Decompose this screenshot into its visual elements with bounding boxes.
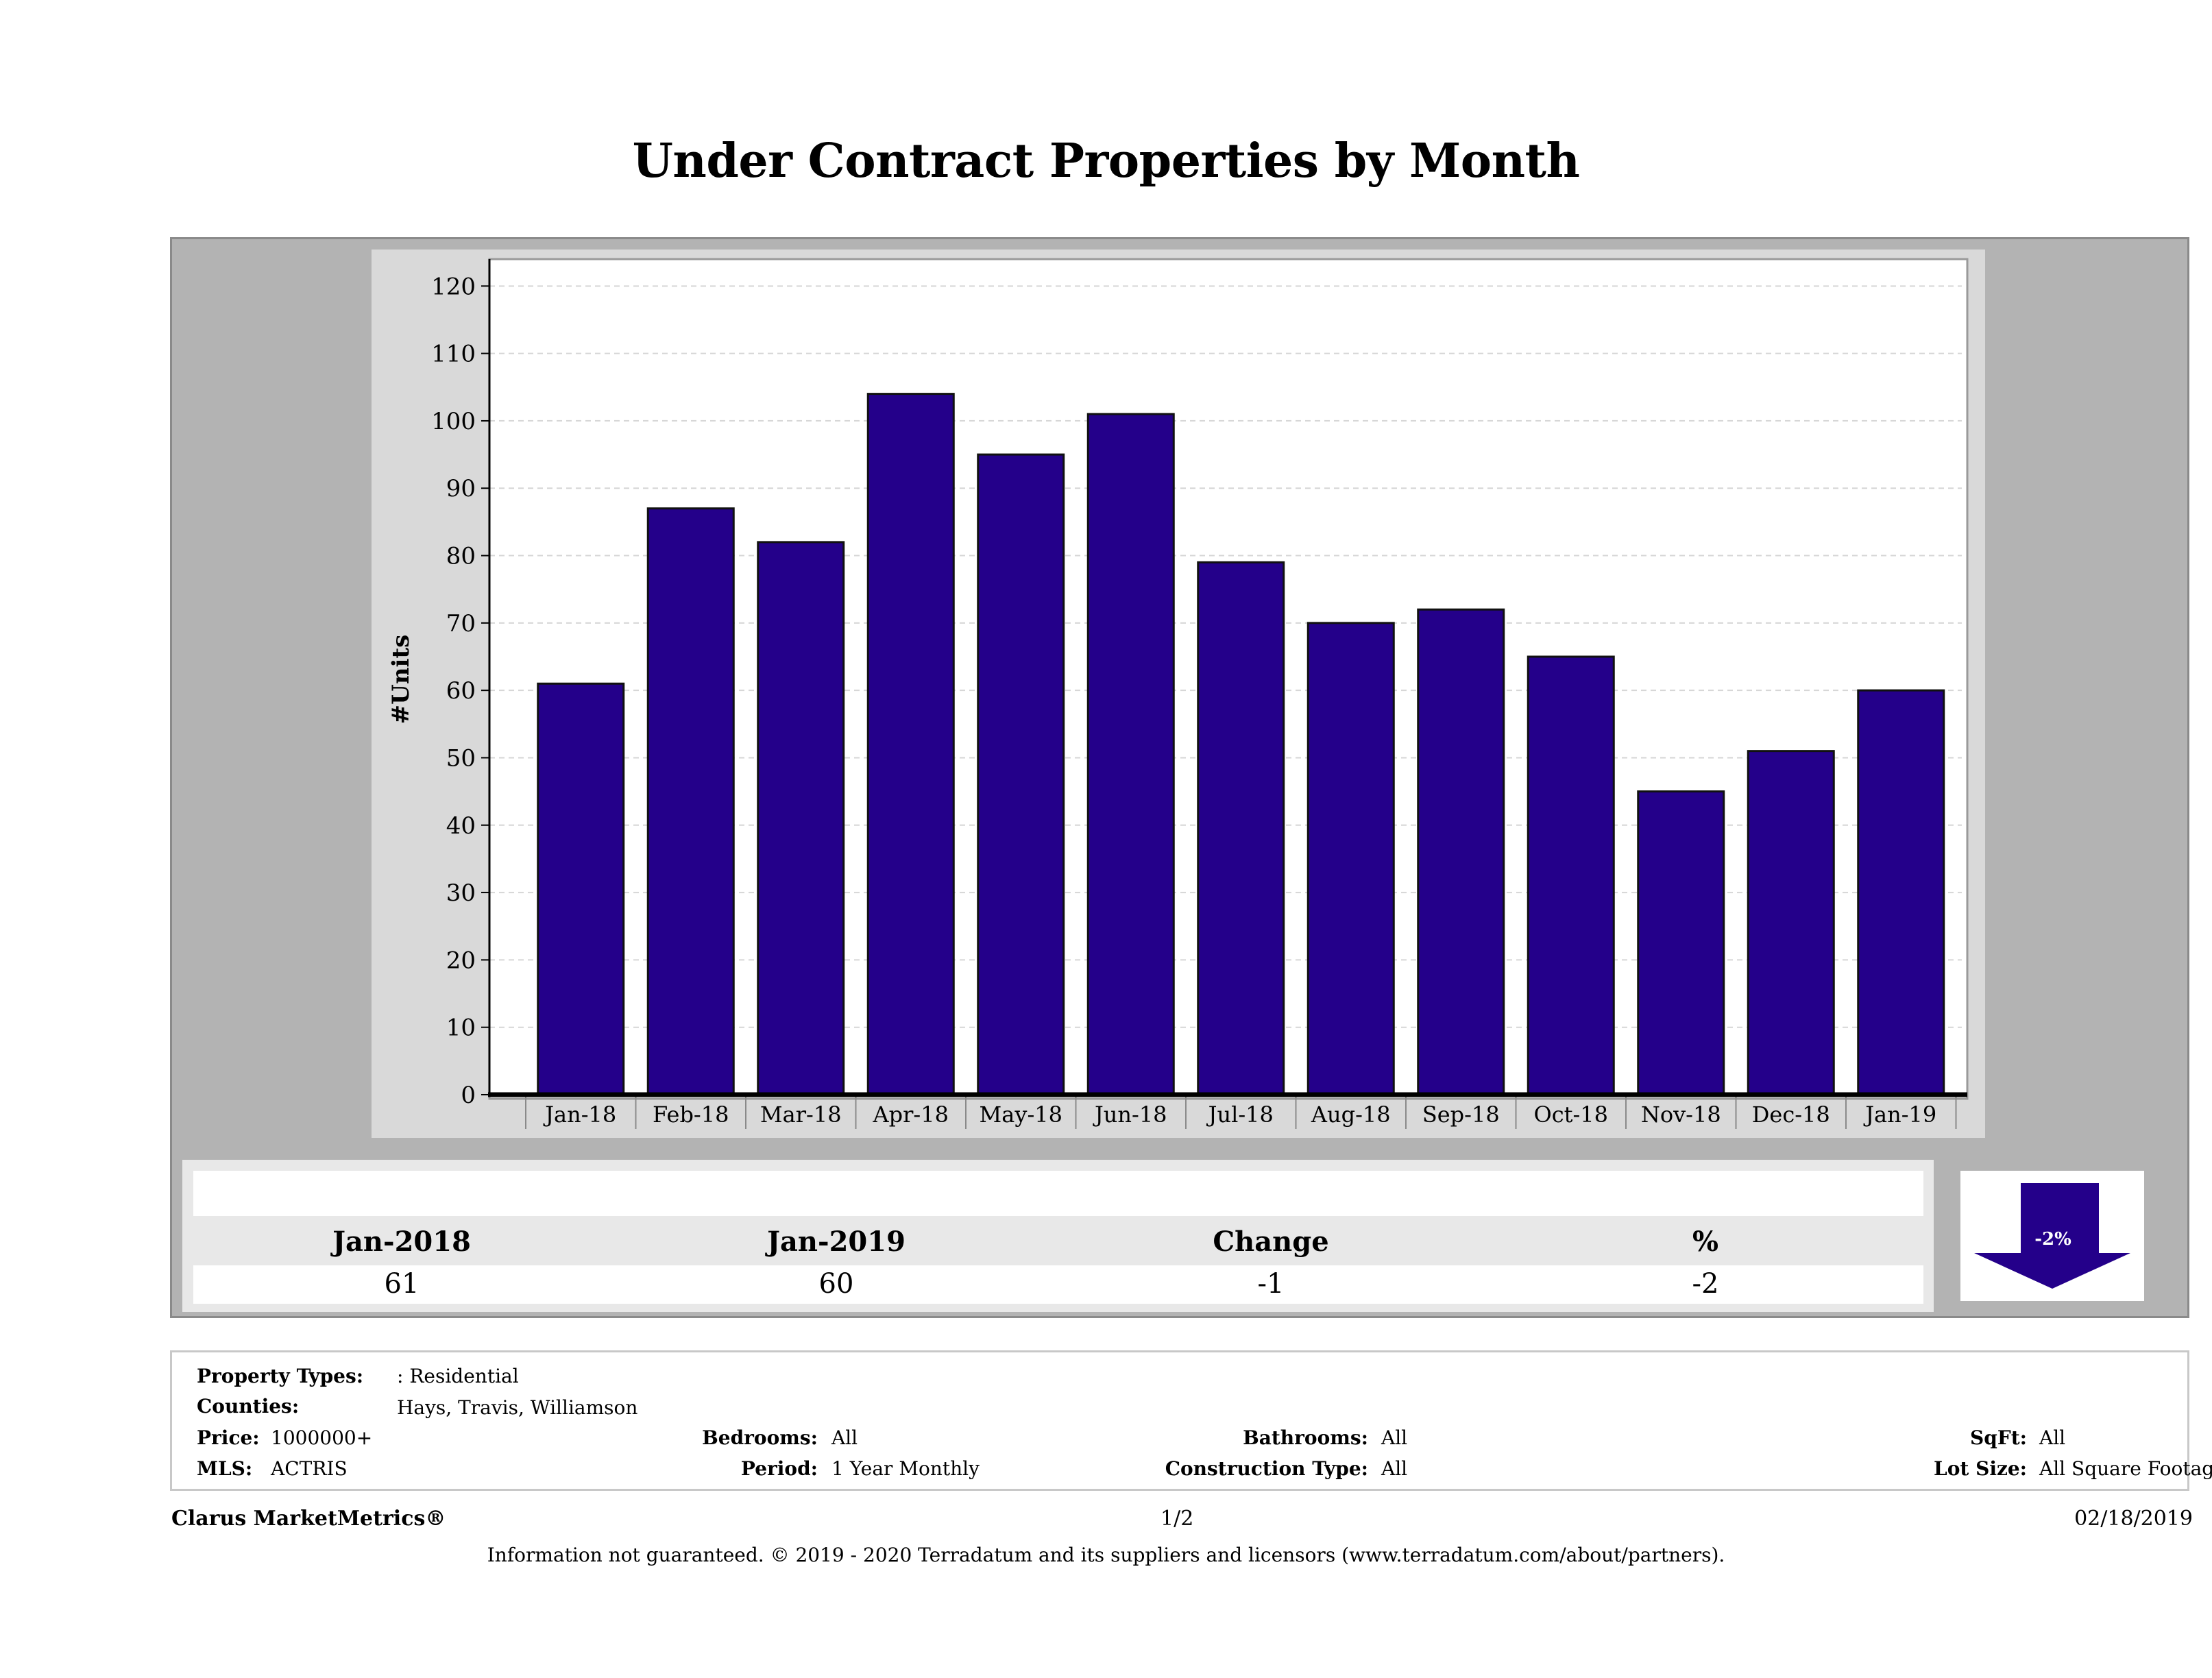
bathrooms-label: Bathrooms: [1243,1426,1368,1449]
y-tick-label: 60 [446,677,476,705]
grid-lines [489,285,1962,1028]
bar [1086,413,1175,1096]
sqft-label: SqFt: [1970,1426,2027,1449]
bars [537,393,1945,1096]
x-tick-label: Jul-18 [1206,1102,1274,1128]
summary-header-strip [193,1171,1923,1216]
bedrooms-value: All [831,1426,858,1449]
property-types-value: : Residential [397,1365,519,1387]
price-label: Price: [197,1426,260,1449]
x-tick-label: Dec-18 [1752,1102,1830,1128]
summary-header-start: Jan-2018 [332,1226,471,1258]
report-date: 02/18/2019 [2074,1507,2193,1531]
criteria-box: Property Types: : Residential Counties: … [170,1350,2212,1491]
bar [1527,655,1615,1096]
summary-header-end: Jan-2019 [767,1226,906,1258]
bar [866,393,955,1096]
bar [646,507,735,1096]
property-types-label: Property Types: [197,1365,364,1387]
y-tick-label: 0 [461,1082,476,1109]
x-tick-label: Feb-18 [653,1102,729,1128]
page-title: Under Contract Properties by Month [632,134,1580,189]
mls-label: MLS: [197,1457,253,1480]
x-axis-ticks: Jan-18 Feb-18 Mar-18 Apr-18 May-18 Jun-18 Jul-… [525,1097,1957,1129]
change-arrow-label: -2% [2034,1229,2071,1250]
y-tick-label: 90 [446,475,476,502]
mls-value: ACTRIS [271,1457,348,1480]
bedrooms-label: Bedrooms: [702,1426,818,1449]
bar-chart: 0 10 20 30 40 50 60 70 80 90 100 110 120 Jan-18 Feb-1… [387,258,1969,1129]
y-tick-label: 30 [446,879,476,907]
summary-header-percent: % [1692,1226,1718,1258]
y-axis-label: #Units [387,635,415,725]
y-tick-label: 110 [431,341,476,368]
y-tick-label: 100 [431,408,476,435]
period-label: Period: [740,1457,818,1480]
x-tick-label: Oct-18 [1533,1102,1608,1128]
construction-type-label: Construction Type: [1165,1457,1368,1480]
disclaimer: Information not guaranteed. © 2019 - 202… [487,1544,1725,1566]
bar [1747,750,1835,1096]
x-tick-label: Nov-18 [1641,1102,1721,1128]
y-axis-ticks: 0 10 20 30 40 50 60 70 80 90 100 110 120 [431,273,489,1109]
y-tick-label: 10 [446,1014,476,1042]
summary-value-start: 61 [384,1268,420,1300]
construction-type-value: All [1381,1457,1408,1480]
x-tick-label: Jan-18 [543,1102,616,1128]
x-tick-label: Jan-19 [1863,1102,1936,1128]
x-tick-label: Sep-18 [1422,1102,1500,1128]
y-tick-label: 20 [446,947,476,974]
change-arrow-box: -2% [1960,1171,2144,1301]
bar [537,682,625,1096]
counties-value: Hays, Travis, Williamson [397,1396,638,1419]
sqft-value: All [2039,1426,2066,1449]
down-arrow-icon: -2% [1974,1183,2130,1289]
lot-size-label: Lot Size: [1934,1457,2027,1480]
period-value: 1 Year Monthly [831,1457,980,1480]
summary-value-end: 60 [818,1268,854,1300]
page-number: 1/2 [1160,1507,1194,1531]
bar [1417,608,1505,1096]
summary-value-percent: -2 [1692,1268,1719,1300]
bathrooms-value: All [1381,1426,1408,1449]
x-tick-label: Mar-18 [760,1102,842,1128]
counties-label: Counties: [197,1395,300,1418]
bar [1857,689,1945,1096]
x-tick-label: Apr-18 [873,1102,949,1128]
y-tick-label: 120 [431,273,476,300]
bar [1197,561,1285,1096]
price-value: 1000000+ [271,1426,373,1449]
y-tick-label: 70 [446,610,476,637]
summary-value-change: -1 [1257,1268,1285,1300]
footer-brand: Clarus MarketMetrics® [171,1507,446,1531]
bar [977,453,1065,1096]
y-tick-label: 50 [446,744,476,772]
x-tick-label: Aug-18 [1311,1102,1391,1128]
x-tick-label: May-18 [980,1102,1062,1128]
y-tick-label: 80 [446,543,476,570]
bar [1306,622,1395,1096]
bar [1637,790,1725,1096]
y-tick-label: 40 [446,812,476,840]
x-tick-label: Jun-18 [1093,1102,1167,1128]
lot-size-value: All Square Footage [2039,1457,2212,1480]
summary-value-strip [193,1265,1923,1304]
summary-header-change: Change [1213,1226,1329,1258]
summary-table: Jan-2018 Jan-2019 Change % 61 60 -1 -2 [182,1160,1934,1312]
bar [757,541,845,1096]
